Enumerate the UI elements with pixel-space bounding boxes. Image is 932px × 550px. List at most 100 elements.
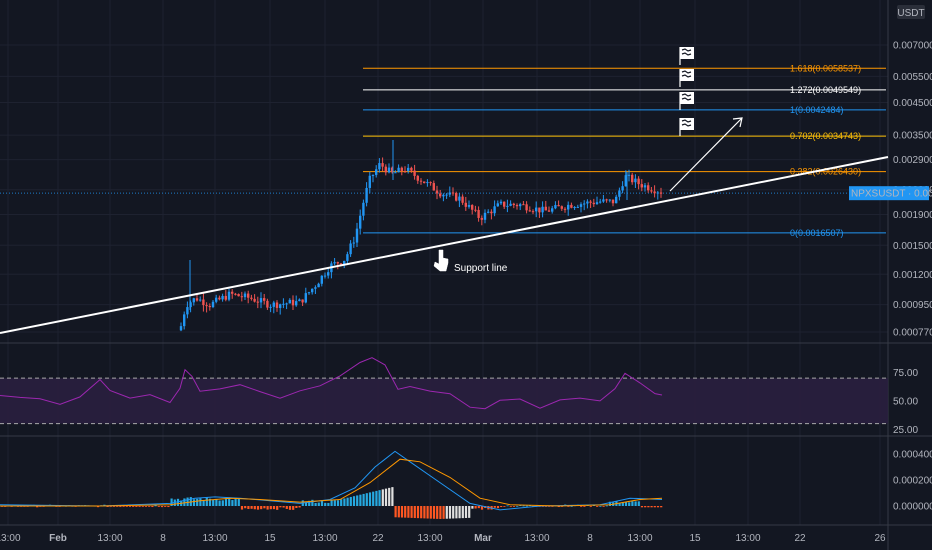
candle-body: [531, 211, 535, 213]
candle-body: [512, 203, 515, 205]
macd-histogram-bar: [477, 506, 480, 509]
candle-body: [195, 298, 199, 301]
macd-histogram-bar: [644, 506, 647, 508]
candle-body: [599, 201, 602, 203]
candle: [570, 202, 573, 209]
candle: [496, 200, 499, 207]
candle: [355, 222, 359, 248]
time-tick-label: 22: [372, 533, 384, 544]
macd-histogram-bar: [580, 506, 583, 507]
macd-histogram-bar: [461, 506, 464, 519]
candle: [279, 303, 282, 315]
candle: [199, 296, 202, 302]
fib-level[interactable]: 0(0.0016507): [363, 228, 886, 238]
candle-body: [339, 263, 343, 265]
macd-histogram-bar: [365, 493, 368, 506]
candle-body: [352, 242, 355, 244]
fib-level[interactable]: 1(0.0042484): [363, 105, 886, 115]
macd-histogram-bar: [621, 502, 624, 506]
candle-body: [442, 194, 445, 197]
candle-body: [499, 201, 503, 204]
candle-body: [247, 293, 250, 298]
candle-body: [362, 202, 365, 216]
candle: [333, 258, 336, 266]
candle: [467, 200, 471, 209]
macd-histogram-bar: [426, 506, 429, 519]
candle: [317, 282, 320, 288]
candle: [583, 200, 586, 211]
candle-body: [477, 209, 480, 218]
candle-body: [215, 297, 218, 302]
candle: [231, 289, 234, 299]
fib-level[interactable]: 0.382(0.0026430): [363, 167, 886, 177]
candle: [247, 290, 250, 304]
macd-histogram-bar: [199, 498, 202, 506]
candles: [179, 140, 663, 332]
macd-histogram-bar: [596, 506, 599, 507]
time-tick-label: 13:00: [417, 533, 442, 544]
currency-badge[interactable]: USDT: [897, 5, 925, 19]
trendline-layer[interactable]: [0, 117, 889, 334]
support-trendline[interactable]: [0, 156, 889, 334]
candle-body: [640, 184, 643, 188]
candle-body: [189, 302, 192, 308]
candle: [647, 182, 650, 193]
candle: [391, 166, 394, 174]
macd-histogram-bar: [157, 506, 160, 507]
candle-body: [515, 204, 519, 207]
macd-histogram-bar: [605, 505, 608, 507]
candle: [464, 196, 467, 211]
macd-histogram-bar: [308, 500, 311, 506]
candle-body: [410, 167, 413, 171]
fib-level[interactable]: 0.702(0.0034743): [363, 131, 886, 141]
current-price-tag[interactable]: NPXSUSDT · 0.0022395: [849, 186, 932, 201]
candle-body: [506, 205, 509, 207]
candle: [208, 303, 211, 311]
candle: [410, 166, 413, 173]
candle: [224, 290, 227, 302]
time-tick-label: 8: [160, 533, 166, 544]
fib-level[interactable]: 1.272(0.0049549): [363, 85, 886, 95]
candle-body: [291, 299, 295, 306]
candle: [263, 293, 266, 305]
candle-body: [407, 167, 410, 171]
time-tick-label: 26: [874, 533, 886, 544]
rsi-tick-label: 75.00: [893, 368, 918, 379]
candle-body: [298, 299, 301, 302]
candle-body: [448, 192, 451, 195]
macd-histogram-bar: [234, 497, 237, 506]
candle: [384, 164, 387, 176]
candle-body: [467, 205, 471, 207]
candle-body: [378, 163, 381, 170]
candle: [487, 209, 490, 214]
macd-histogram-bar: [212, 499, 215, 506]
candle: [525, 201, 528, 214]
candle-body: [301, 299, 304, 303]
candle-body: [263, 298, 266, 301]
target-arrow-line[interactable]: [669, 117, 743, 192]
candle-body: [627, 174, 631, 176]
macd-histogram-bar: [106, 506, 109, 508]
candle: [387, 163, 391, 174]
time-tick-label: 13:00: [524, 533, 549, 544]
candle: [291, 295, 295, 310]
candle-body: [240, 296, 243, 298]
macd-histogram-bar: [285, 506, 288, 509]
candle: [429, 181, 432, 186]
candle-body: [522, 204, 525, 206]
macd-histogram-bar: [186, 497, 189, 506]
candle: [365, 182, 368, 207]
candle: [541, 201, 544, 218]
candle: [403, 166, 407, 173]
candle-body: [455, 192, 458, 201]
fib-level[interactable]: 1.618(0.0058537): [363, 63, 886, 73]
macd-histogram-bar: [509, 506, 512, 507]
candle: [375, 165, 378, 178]
fibonacci-levels[interactable]: 1.618(0.0058537) 1.272(0.0049549) 1(0.0042…: [0, 63, 888, 238]
candle: [643, 183, 647, 192]
macd-histogram-bar: [112, 506, 116, 507]
candle-body: [605, 199, 608, 201]
